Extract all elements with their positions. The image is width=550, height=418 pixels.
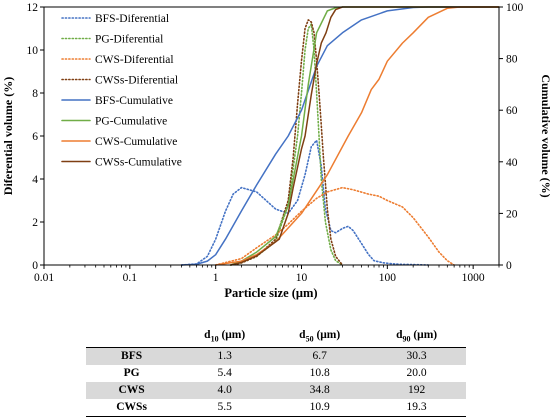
series-line-bfs-diferential: [180, 139, 430, 266]
table-header-cell: d10 (μm): [177, 326, 273, 349]
y-left-tick-label: 4: [32, 174, 38, 186]
series-line-cwss-diferential: [229, 19, 344, 266]
x-tick-label: 1: [213, 272, 219, 284]
table-cell: 192: [367, 382, 466, 400]
legend-label: PG-Cumulative: [95, 116, 167, 128]
plot-content: [180, 6, 500, 266]
legend-label: CWS-Diferential: [95, 54, 174, 66]
table-cell: 30.3: [367, 347, 466, 366]
legend-label: BFS-Cumulative: [95, 95, 173, 107]
table-row: BFS 1.3 6.7 30.3: [86, 347, 466, 366]
series-line-bfs-cumulative: [180, 6, 500, 266]
x-tick-label: 1000: [462, 272, 485, 284]
y-right-axis-ticks: 0 20 40 60 80 100: [499, 2, 524, 272]
legend-label: CWS-Cumulative: [95, 136, 177, 148]
table-cell: 19.3: [367, 399, 466, 418]
y-left-tick-label: 10: [27, 45, 39, 57]
y-right-tick-label: 40: [506, 157, 518, 169]
table-cell: 5.4: [217, 367, 232, 380]
y-right-tick-label: 20: [506, 208, 518, 220]
table-header-row: d10 (μm) d50 (μm) d90 (μm): [86, 326, 466, 349]
chart-legend: BFS-Diferential PG-Diferential CWS-Diferen…: [61, 13, 182, 169]
series-line-cwss-cumulative: [230, 6, 500, 266]
y-right-tick-label: 60: [506, 105, 518, 117]
row-label: BFS: [86, 347, 178, 366]
table-row: CWS 4.0 34.8 192: [86, 382, 466, 400]
row-label: CWSs: [86, 399, 178, 418]
y-right-tick-label: 80: [506, 54, 518, 66]
x-axis-label: Particle size (μm): [224, 286, 317, 300]
y-left-tick-label: 2: [32, 217, 38, 229]
table-row: CWSs 5.5 10.9 19.3: [86, 399, 466, 418]
table-cell: 5.5: [177, 399, 273, 418]
table-header-cell: [86, 326, 178, 349]
y-left-tick-label: 0: [32, 260, 38, 272]
legend-label: CWSs-Cumulative: [95, 157, 182, 169]
y-left-axis-label: Diferential volume (%): [1, 77, 15, 195]
series-line-pg-cumulative: [230, 6, 500, 266]
particle-size-chart: 0.01 0.1 1 10 100 1000 0 2 4 6 8 10 12 0 20 40 60 80 100…: [1, 2, 550, 300]
x-tick-label: 10: [296, 272, 308, 284]
row-label: PG: [123, 367, 140, 380]
table-header-cell: d50 (μm): [272, 326, 368, 349]
y-left-tick-label: 6: [32, 131, 38, 143]
legend-label: BFS-Diferential: [95, 13, 169, 25]
table-cell: 10.8: [309, 367, 330, 380]
table-cell: 1.3: [177, 347, 273, 366]
table-cell: 10.9: [272, 399, 368, 418]
legend-label: CWSs-Diferential: [95, 75, 178, 87]
x-tick-label: 100: [379, 272, 397, 284]
x-tick-label: 0.1: [123, 272, 138, 284]
y-right-axis-label: Cumulative volume (%): [539, 74, 550, 197]
y-right-tick-label: 100: [506, 2, 524, 14]
x-axis-ticks: 0.01 0.1 1 10 100 1000: [34, 265, 500, 284]
table-header-cell: d90 (μm): [367, 326, 466, 349]
legend-label: PG-Diferential: [95, 34, 163, 46]
series-line-cws-cumulative: [214, 6, 500, 266]
y-left-tick-label: 8: [32, 88, 38, 100]
table-row: PG 5.4 10.8 20.0: [86, 365, 466, 382]
x-tick-label: 0.01: [34, 272, 54, 284]
table-cell: 20.0: [406, 367, 427, 380]
y-right-tick-label: 0: [506, 260, 512, 272]
table-cell: 34.8: [272, 382, 368, 400]
y-left-axis-ticks: 0 2 4 6 8 10 12: [27, 2, 44, 272]
particle-size-table: d10 (μm) d50 (μm) d90 (μm) BFS 1.3 6.7 3…: [86, 326, 466, 418]
y-left-tick-label: 12: [27, 2, 39, 14]
table-cell: 4.0: [177, 382, 273, 400]
table-cell: 6.7: [272, 347, 368, 366]
series-line-cws-diferential: [214, 186, 455, 266]
row-label: CWS: [86, 382, 178, 400]
